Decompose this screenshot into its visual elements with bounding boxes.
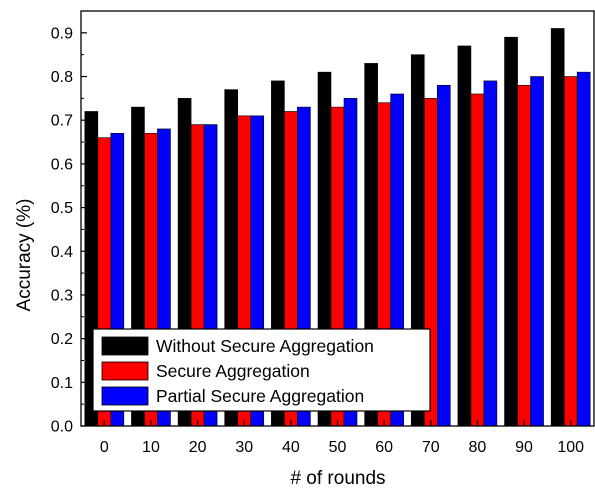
bar-partial-secure-aggregation-90 bbox=[530, 76, 544, 427]
bar-without-secure-aggregation-80 bbox=[457, 45, 472, 427]
bar-secure-aggregation-90 bbox=[517, 84, 531, 427]
y-axis-title: Accuracy (%) bbox=[14, 199, 35, 312]
x-tick-label: 90 bbox=[515, 439, 533, 456]
y-tick-label: 0.8 bbox=[51, 69, 73, 86]
x-tick-label: 60 bbox=[375, 439, 393, 456]
legend-swatch-without-secure-aggregation bbox=[101, 336, 149, 356]
legend-box bbox=[92, 328, 431, 412]
y-tick-label: 0.4 bbox=[51, 244, 73, 261]
y-tick-label: 0.1 bbox=[51, 375, 73, 392]
bar-secure-aggregation-80 bbox=[470, 93, 485, 427]
x-tick-label: 50 bbox=[329, 439, 347, 456]
y-tick-label: 0.3 bbox=[51, 287, 73, 304]
x-tick-label: 40 bbox=[282, 439, 300, 456]
legend-swatch-partial-secure-aggregation bbox=[101, 386, 149, 406]
x-tick-label: 30 bbox=[235, 439, 253, 456]
y-tick-label: 0.5 bbox=[51, 200, 73, 217]
legend-label: Partial Secure Aggregation bbox=[156, 386, 364, 406]
x-axis-title: # of rounds bbox=[290, 468, 385, 488]
legend-label: Without Secure Aggregation bbox=[156, 336, 374, 356]
x-tick-label: 20 bbox=[189, 439, 207, 456]
y-tick-label: 0.6 bbox=[51, 156, 73, 173]
bar-partial-secure-aggregation-80 bbox=[483, 80, 498, 427]
bar-without-secure-aggregation-90 bbox=[504, 36, 518, 427]
x-tick-label: 0 bbox=[100, 439, 109, 456]
y-tick-label: 0.7 bbox=[51, 113, 73, 130]
y-axis: 0.0 0.1 0.2 0.3 0.4 0.5 0.6 0.7 0.8 0.9 bbox=[51, 25, 87, 436]
y-tick-label: 0.0 bbox=[51, 419, 73, 436]
x-axis: 0 10 20 30 40 50 60 70 80 90 100 bbox=[100, 420, 584, 456]
x-tick-label: 100 bbox=[557, 439, 584, 456]
legend-swatch-secure-aggregation bbox=[101, 361, 149, 381]
y-tick-label: 0.2 bbox=[51, 331, 73, 348]
y-tick-label: 0.9 bbox=[51, 25, 73, 42]
bar-secure-aggregation-100 bbox=[563, 76, 578, 427]
x-tick-label: 10 bbox=[142, 439, 160, 456]
legend: Without Secure Aggregation Secure Aggrega… bbox=[92, 328, 431, 412]
x-tick-label: 80 bbox=[469, 439, 487, 456]
bar-without-secure-aggregation-100 bbox=[550, 28, 565, 427]
legend-label: Secure Aggregation bbox=[156, 361, 310, 381]
bar-partial-secure-aggregation-100 bbox=[576, 71, 591, 427]
x-tick-label: 70 bbox=[422, 439, 440, 456]
bar-partial-secure-aggregation-70 bbox=[436, 84, 451, 427]
